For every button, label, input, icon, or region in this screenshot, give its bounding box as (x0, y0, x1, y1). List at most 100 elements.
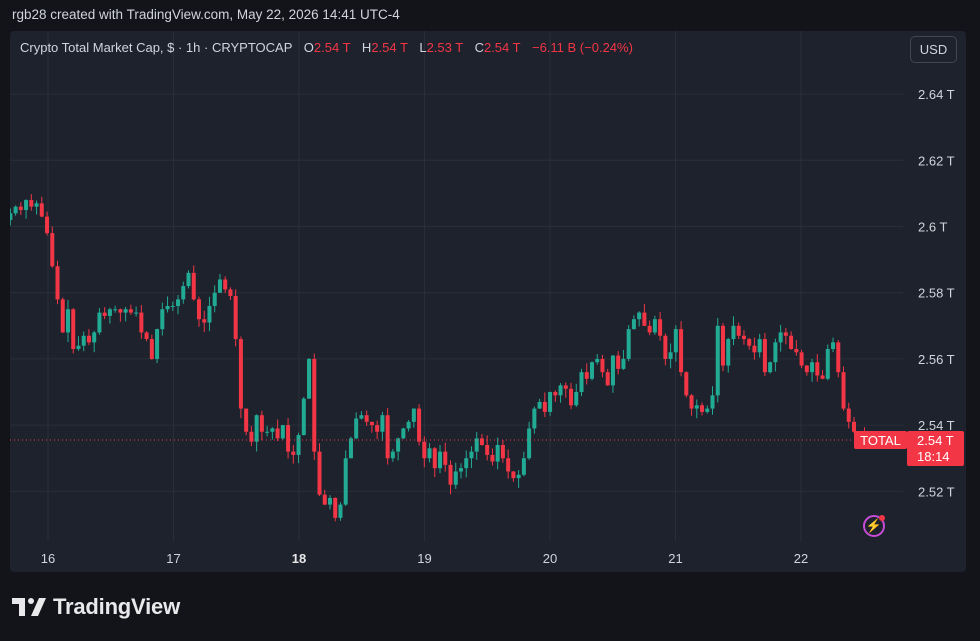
candle-body (123, 309, 128, 313)
price-tag-countdown: 18:14 (917, 449, 950, 464)
lightning-bolt-icon[interactable]: ⚡ (863, 515, 885, 537)
candle-body (495, 445, 500, 462)
y-tick-label: 2.62 T (918, 153, 955, 168)
x-tick-label: 18 (292, 551, 306, 566)
candle-body (149, 339, 154, 359)
candle-body (333, 497, 338, 518)
candle-body (458, 468, 463, 472)
candle-body (296, 435, 301, 455)
candle-body (45, 216, 50, 234)
candle-body (783, 332, 788, 336)
candle-body (144, 332, 149, 340)
candle-body (217, 279, 222, 293)
candle-body (160, 309, 165, 330)
price-tag (907, 431, 964, 467)
currency-button[interactable]: USD (910, 36, 957, 63)
candle-body (626, 329, 631, 359)
candle-body (432, 448, 437, 469)
candle-body (600, 358, 605, 373)
candle-body (301, 398, 306, 436)
y-tick-label: 2.56 T (918, 352, 955, 367)
candle-body (50, 233, 55, 267)
candle-body (831, 342, 836, 349)
candle-body (558, 385, 563, 396)
candle-body (605, 372, 610, 386)
legend-low-label: L (419, 40, 427, 55)
candle-body (165, 305, 170, 310)
candle-body (380, 415, 385, 432)
candle-body (846, 408, 851, 422)
candle-body (228, 289, 233, 297)
candle-body (574, 392, 579, 406)
candle-body (726, 339, 731, 366)
candle-body (762, 339, 767, 373)
candle-body (647, 325, 652, 333)
candle-body (275, 428, 280, 439)
notification-dot (879, 515, 885, 521)
candle-body (474, 438, 479, 452)
candle-body (778, 332, 783, 343)
candle-body (348, 438, 353, 459)
candle-body (359, 415, 364, 419)
candle-body (212, 292, 217, 306)
price-tag-value: 2.54 T (917, 433, 954, 448)
candle-body (181, 286, 186, 300)
candle-body (579, 372, 584, 393)
candle-body (18, 206, 23, 210)
candlestick-chart[interactable]: 2.64 T 2.62 T 2.6 T 2.58 T 2.56 T 2.54 T 2.52 … (10, 31, 966, 572)
candle-body (521, 458, 526, 475)
candle-body (102, 312, 107, 316)
candle-body (186, 272, 191, 287)
candle-body (76, 345, 81, 349)
candle-body (396, 438, 401, 452)
candle-body (595, 358, 600, 363)
candle-body (768, 362, 773, 373)
candle-body (694, 405, 699, 409)
candle-body (841, 372, 846, 409)
candle-body (532, 408, 537, 429)
candle-body (354, 418, 359, 439)
candle-body (747, 339, 752, 346)
candle-body (202, 319, 207, 323)
candle-body (652, 319, 657, 333)
candle-body (469, 451, 474, 459)
candle-body (34, 203, 39, 207)
candle-body (500, 445, 505, 459)
candle-body (741, 335, 746, 340)
candle-body (280, 425, 285, 439)
candle-body (736, 325, 741, 336)
candle-body (92, 332, 97, 343)
candle-body (24, 200, 29, 210)
candle-body (851, 421, 856, 432)
candle-body (752, 345, 757, 353)
candle-body (506, 458, 511, 472)
legend-title: Crypto Total Market Cap, $ · 1h · CRYPTO… (20, 40, 293, 55)
candle-body (825, 349, 830, 379)
candle-body (327, 497, 332, 505)
candle-body (563, 385, 568, 389)
chart-panel[interactable]: 2.64 T 2.62 T 2.6 T 2.58 T 2.56 T 2.54 T 2.52 … (10, 31, 966, 572)
x-tick-label: 21 (668, 551, 682, 566)
candle-body (527, 428, 532, 459)
candle-body (464, 458, 469, 469)
candle-body (637, 312, 642, 320)
y-tick-label: 2.6 T (918, 220, 947, 235)
candle-body (610, 355, 615, 386)
symbol-tag (854, 431, 907, 450)
tradingview-logo[interactable]: TradingView (12, 594, 180, 620)
candle-body (207, 305, 212, 323)
candle-body (589, 362, 594, 379)
candle-body (689, 395, 694, 409)
candle-body (710, 395, 715, 409)
candle-body (679, 329, 684, 373)
candle-body (631, 319, 636, 330)
candle-body (81, 335, 86, 346)
legend-low-value: 2.53 T (426, 40, 463, 55)
candle-body (270, 428, 275, 432)
tradingview-logo-icon (12, 598, 46, 616)
candle-body (453, 471, 458, 485)
y-tick-label: 2.52 T (918, 484, 955, 499)
x-tick-label: 17 (166, 551, 180, 566)
candle-body (548, 392, 553, 412)
candle-body (390, 451, 395, 459)
